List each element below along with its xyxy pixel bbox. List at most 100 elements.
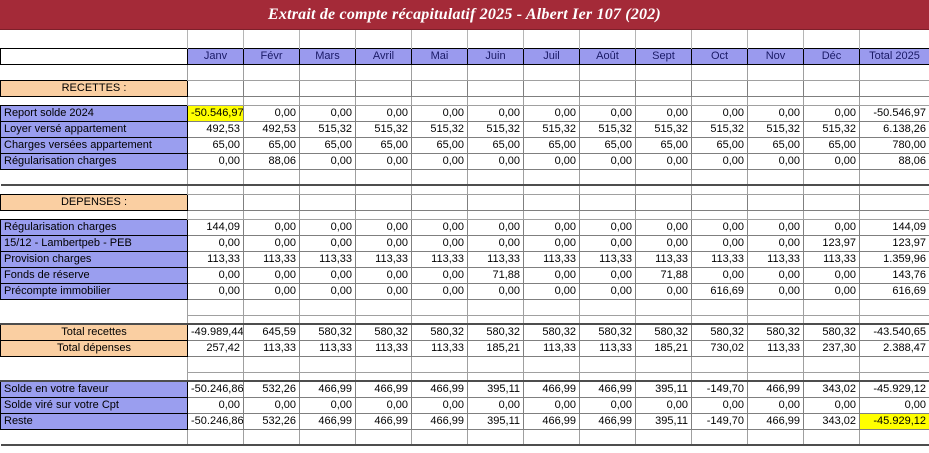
value-cell[interactable]: 395,11	[635, 380, 692, 398]
value-cell[interactable]: 0,00	[691, 234, 748, 252]
value-cell[interactable]: 0,00	[299, 396, 356, 414]
value-cell[interactable]: 185,21	[467, 339, 524, 357]
value-cell[interactable]: 343,02	[803, 380, 860, 398]
row-label[interactable]: Report solde 2024	[0, 104, 188, 122]
value-cell[interactable]: 0,00	[803, 218, 860, 236]
value-cell[interactable]: 0,00	[355, 218, 412, 236]
value-cell[interactable]: -50.246,86	[187, 412, 244, 430]
value-cell[interactable]: 113,33	[523, 250, 580, 268]
value-cell[interactable]: -50.546,97	[187, 104, 244, 122]
value-cell[interactable]: 257,42	[187, 339, 244, 357]
total-cell[interactable]: 143,76	[859, 266, 929, 284]
value-cell[interactable]: 580,32	[523, 323, 580, 341]
value-cell[interactable]: 0,00	[467, 282, 524, 300]
value-cell[interactable]: 0,00	[691, 266, 748, 284]
column-header-nov[interactable]: Nov	[747, 47, 804, 65]
value-cell[interactable]: 0,00	[187, 396, 244, 414]
value-cell[interactable]: 113,33	[579, 339, 636, 357]
empty-cell[interactable]	[579, 79, 636, 97]
column-header-sept[interactable]: Sept	[635, 47, 692, 65]
empty-cell[interactable]	[691, 79, 748, 97]
value-cell[interactable]: 65,00	[579, 136, 636, 154]
value-cell[interactable]: 0,00	[579, 104, 636, 122]
value-cell[interactable]: 123,97	[803, 234, 860, 252]
value-cell[interactable]: 0,00	[523, 218, 580, 236]
value-cell[interactable]: 65,00	[635, 136, 692, 154]
total-cell[interactable]: 2.388,47	[859, 339, 929, 357]
value-cell[interactable]: 0,00	[411, 282, 468, 300]
value-cell[interactable]: 65,00	[803, 136, 860, 154]
value-cell[interactable]: 65,00	[523, 136, 580, 154]
value-cell[interactable]: 0,00	[299, 218, 356, 236]
value-cell[interactable]: 0,00	[355, 104, 412, 122]
value-cell[interactable]: 0,00	[747, 396, 804, 414]
value-cell[interactable]: 0,00	[803, 152, 860, 170]
value-cell[interactable]: 113,33	[523, 339, 580, 357]
empty-cell[interactable]	[579, 193, 636, 211]
value-cell[interactable]: 0,00	[467, 104, 524, 122]
row-label[interactable]: 15/12 - Lambertpeb - PEB	[0, 234, 188, 252]
value-cell[interactable]: 0,00	[355, 234, 412, 252]
total-cell[interactable]: 88,06	[859, 152, 929, 170]
value-cell[interactable]: 0,00	[635, 152, 692, 170]
value-cell[interactable]: 0,00	[523, 152, 580, 170]
value-cell[interactable]: 65,00	[691, 136, 748, 154]
value-cell[interactable]: 0,00	[803, 282, 860, 300]
value-cell[interactable]: 730,02	[691, 339, 748, 357]
row-label[interactable]: Régularisation charges	[0, 152, 188, 170]
value-cell[interactable]: 0,00	[579, 152, 636, 170]
empty-cell[interactable]	[635, 79, 692, 97]
column-header-fevr[interactable]: Févr	[243, 47, 300, 65]
row-label[interactable]: Charges versées appartement	[0, 136, 188, 154]
value-cell[interactable]: 0,00	[523, 104, 580, 122]
value-cell[interactable]: 466,99	[747, 412, 804, 430]
row-label[interactable]: RECETTES :	[0, 79, 188, 97]
value-cell[interactable]: 580,32	[411, 323, 468, 341]
row-label[interactable]: Loyer versé appartement	[0, 120, 188, 138]
value-cell[interactable]: 466,99	[411, 380, 468, 398]
value-cell[interactable]: 492,53	[243, 120, 300, 138]
row-label[interactable]: Fonds de réserve	[0, 266, 188, 284]
value-cell[interactable]: 113,33	[803, 250, 860, 268]
value-cell[interactable]: 113,33	[187, 250, 244, 268]
value-cell[interactable]: 0,00	[747, 152, 804, 170]
value-cell[interactable]: 395,11	[467, 412, 524, 430]
row-label[interactable]: Total dépenses	[0, 339, 188, 357]
value-cell[interactable]: 65,00	[355, 136, 412, 154]
value-cell[interactable]: 71,88	[467, 266, 524, 284]
value-cell[interactable]: 113,33	[243, 339, 300, 357]
value-cell[interactable]: 0,00	[187, 234, 244, 252]
value-cell[interactable]: 0,00	[187, 152, 244, 170]
value-cell[interactable]: 185,21	[635, 339, 692, 357]
value-cell[interactable]: 0,00	[299, 104, 356, 122]
value-cell[interactable]: 466,99	[523, 412, 580, 430]
value-cell[interactable]: 113,33	[747, 250, 804, 268]
value-cell[interactable]: 0,00	[467, 152, 524, 170]
total-cell[interactable]: -50.546,97	[859, 104, 929, 122]
total-cell[interactable]: 780,00	[859, 136, 929, 154]
value-cell[interactable]: 0,00	[243, 282, 300, 300]
value-cell[interactable]: 515,32	[747, 120, 804, 138]
value-cell[interactable]: 0,00	[355, 266, 412, 284]
value-cell[interactable]: 0,00	[355, 152, 412, 170]
empty-cell[interactable]	[747, 79, 804, 97]
value-cell[interactable]: 0,00	[747, 266, 804, 284]
value-cell[interactable]: 0,00	[467, 218, 524, 236]
value-cell[interactable]: 0,00	[243, 396, 300, 414]
value-cell[interactable]: -50.246,86	[187, 380, 244, 398]
value-cell[interactable]: 580,32	[635, 323, 692, 341]
value-cell[interactable]: 515,32	[411, 120, 468, 138]
value-cell[interactable]: 0,00	[579, 282, 636, 300]
column-header-avril[interactable]: Avril	[355, 47, 412, 65]
empty-cell[interactable]	[523, 193, 580, 211]
value-cell[interactable]: 580,32	[355, 323, 412, 341]
empty-cell[interactable]	[803, 193, 860, 211]
value-cell[interactable]: 113,33	[467, 250, 524, 268]
value-cell[interactable]: 515,32	[803, 120, 860, 138]
value-cell[interactable]: 0,00	[299, 266, 356, 284]
value-cell[interactable]: 466,99	[299, 380, 356, 398]
value-cell[interactable]: 113,33	[355, 250, 412, 268]
value-cell[interactable]: 65,00	[411, 136, 468, 154]
empty-cell[interactable]	[859, 79, 929, 97]
value-cell[interactable]: -149,70	[691, 380, 748, 398]
